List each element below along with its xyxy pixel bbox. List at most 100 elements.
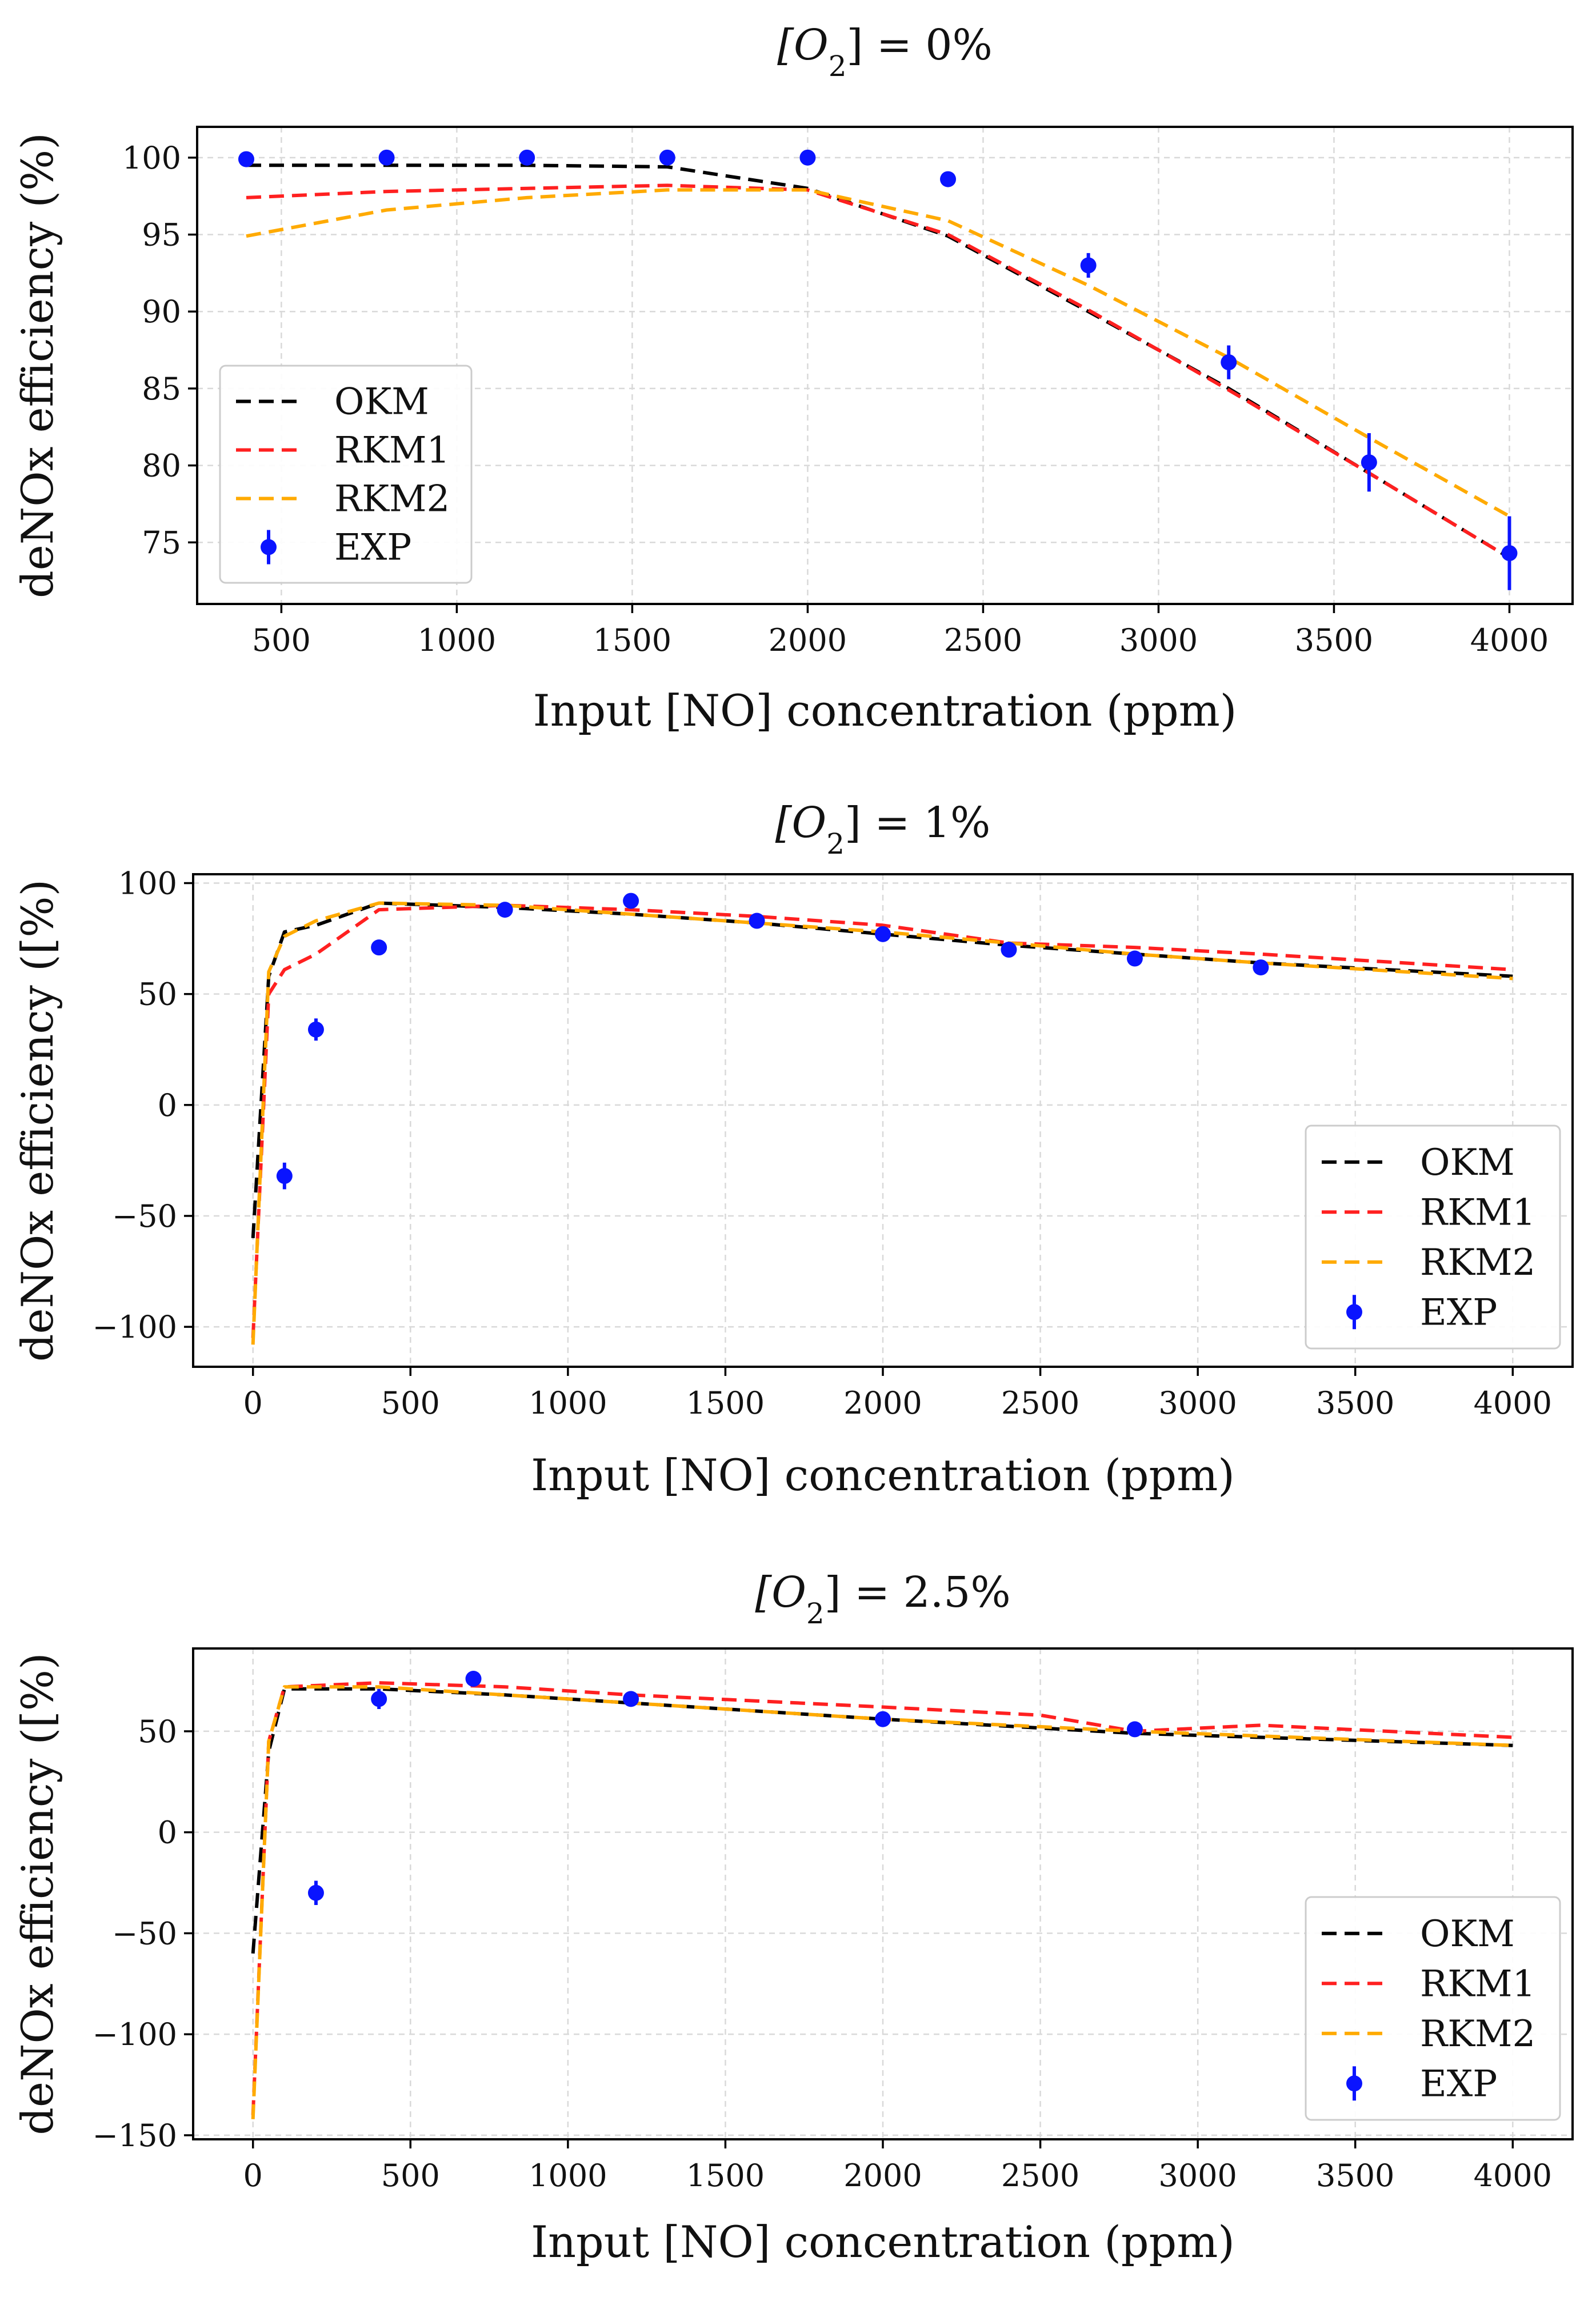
x-tick-label: 2500 <box>1001 2158 1079 2194</box>
point-exp <box>307 1021 324 1038</box>
x-tick-label: 1500 <box>593 622 671 658</box>
legend-box <box>1305 1125 1561 1350</box>
plot-frame <box>192 873 1574 1368</box>
x-tick-label: 3000 <box>1119 622 1198 658</box>
series-line-rkm2 <box>246 188 1510 518</box>
point-exp <box>1080 257 1097 274</box>
x-tick-label: 500 <box>381 2158 440 2194</box>
y-tick-label: 50 <box>138 977 177 1013</box>
plot-frame <box>196 126 1574 605</box>
y-tick-label: −100 <box>93 1309 177 1345</box>
point-exp <box>1126 950 1143 967</box>
legend-label-rkm1: RKM1 <box>1420 1963 1535 2005</box>
plot-area <box>238 149 1518 590</box>
point-exp <box>307 1884 324 1901</box>
y-tick-label: 80 <box>142 448 181 484</box>
y-tick-label: −150 <box>93 2118 177 2154</box>
chart-title: [O2] = 0% <box>777 21 993 83</box>
legend-label-okm: OKM <box>334 381 429 423</box>
x-axis-label: Input [NO] concentration (ppm) <box>533 685 1237 736</box>
chart-title-sub: 2 <box>826 827 845 861</box>
point-exp <box>371 939 387 956</box>
x-tick-label: 4000 <box>1470 622 1549 658</box>
point-exp <box>1253 959 1269 976</box>
point-exp <box>378 149 395 166</box>
legend-label-exp: EXP <box>1420 1291 1497 1334</box>
plot-area <box>251 1671 1513 2119</box>
plot-area <box>251 893 1513 1345</box>
chart-title-prefix: [O <box>775 798 827 847</box>
chart-1: [O2] = 0% 500 1000 1500 2000 2500 3000 3500 4000… <box>12 21 1574 736</box>
y-tick-label: 100 <box>122 140 181 176</box>
chart-title-suffix: ] = 1% <box>845 798 990 847</box>
point-exp <box>875 1711 891 1727</box>
chart-title-sub: 2 <box>829 50 847 83</box>
x-tick-label: 2000 <box>769 622 847 658</box>
x-tick-label: 1500 <box>686 1385 765 1421</box>
point-exp <box>799 149 816 166</box>
legend: OKM RKM1 RKM2 EXP <box>1305 1896 1561 2121</box>
chart-title-suffix: ] = 2.5% <box>825 1568 1011 1617</box>
plot-frame <box>192 1647 1574 2140</box>
chart-title-prefix: [O <box>777 21 829 70</box>
point-exp <box>749 913 765 929</box>
legend-marker-exp <box>261 539 277 555</box>
x-axis-label: Input [NO] concentration (ppm) <box>531 1450 1235 1500</box>
legend: OKM RKM1 RKM2 EXP <box>1305 1125 1561 1350</box>
y-tick-label: 0 <box>158 1087 177 1123</box>
series-line-okm <box>246 163 1511 559</box>
point-exp <box>1126 1721 1143 1738</box>
series-line-rkm2 <box>251 1685 1513 2119</box>
y-tick-label: 95 <box>142 217 181 253</box>
legend: OKM RKM1 RKM2 EXP <box>219 365 473 584</box>
legend-marker-exp <box>1346 2075 1362 2092</box>
y-tick-label: 90 <box>142 294 181 330</box>
x-tick-label: 1000 <box>529 2158 607 2194</box>
legend-marker-exp <box>1346 1304 1362 1320</box>
x-tick-label: 500 <box>252 622 311 658</box>
point-exp <box>875 926 891 942</box>
x-tick-label: 1000 <box>418 622 496 658</box>
x-tick-label: 0 <box>243 2158 263 2194</box>
point-exp <box>238 151 254 167</box>
x-tick-label: 2000 <box>843 2158 922 2194</box>
x-axis-label: Input [NO] concentration (ppm) <box>531 2216 1235 2267</box>
legend-label-rkm1: RKM1 <box>1420 1191 1535 1234</box>
series-line-rkm1 <box>246 183 1511 559</box>
x-tick-label: 1500 <box>686 2158 765 2194</box>
x-tick-label: 2500 <box>944 622 1022 658</box>
legend-label-rkm2: RKM2 <box>1420 1242 1535 1284</box>
legend-box <box>219 365 473 584</box>
legend-label-okm: OKM <box>1420 1142 1515 1184</box>
legend-label-rkm1: RKM1 <box>334 430 450 472</box>
point-exp <box>371 1691 387 1707</box>
x-tick-label: 3000 <box>1158 2158 1237 2194</box>
chart-title-suffix: ] = 0% <box>847 21 993 70</box>
point-exp <box>1001 942 1017 958</box>
y-tick-label: 50 <box>138 1714 177 1750</box>
point-exp <box>497 902 513 918</box>
x-tick-label: 2500 <box>1001 1385 1079 1421</box>
chart-2: [O2] = 1%0 500 1000 1500 2000 2500 3000 3500 400… <box>12 798 1574 1500</box>
legend-label-rkm2: RKM2 <box>334 478 450 521</box>
x-tick-label: 4000 <box>1474 1385 1552 1421</box>
chart-title: [O2] = 2.5% <box>755 1568 1010 1630</box>
point-exp <box>519 149 535 166</box>
y-axis-label: deNOx efficiency (%) <box>12 133 63 598</box>
x-tick-label: 2000 <box>843 1385 922 1421</box>
x-tick-label: 3500 <box>1316 2158 1394 2194</box>
x-tick-label: 500 <box>381 1385 440 1421</box>
chart-title: [O2] = 1% <box>775 798 991 861</box>
point-exp <box>623 893 639 909</box>
y-tick-label: −100 <box>93 2016 177 2052</box>
point-exp <box>276 1168 293 1184</box>
chart-title-prefix: [O <box>755 1568 806 1617</box>
x-tick-label: 3000 <box>1158 1385 1237 1421</box>
x-tick-label: 3500 <box>1316 1385 1394 1421</box>
point-exp <box>623 1691 639 1707</box>
point-exp <box>1361 454 1377 471</box>
y-tick-label: −50 <box>112 1915 177 1951</box>
x-tick-label: 3500 <box>1295 622 1373 658</box>
y-tick-label: 85 <box>142 371 181 407</box>
chart-title-sub: 2 <box>806 1597 825 1630</box>
